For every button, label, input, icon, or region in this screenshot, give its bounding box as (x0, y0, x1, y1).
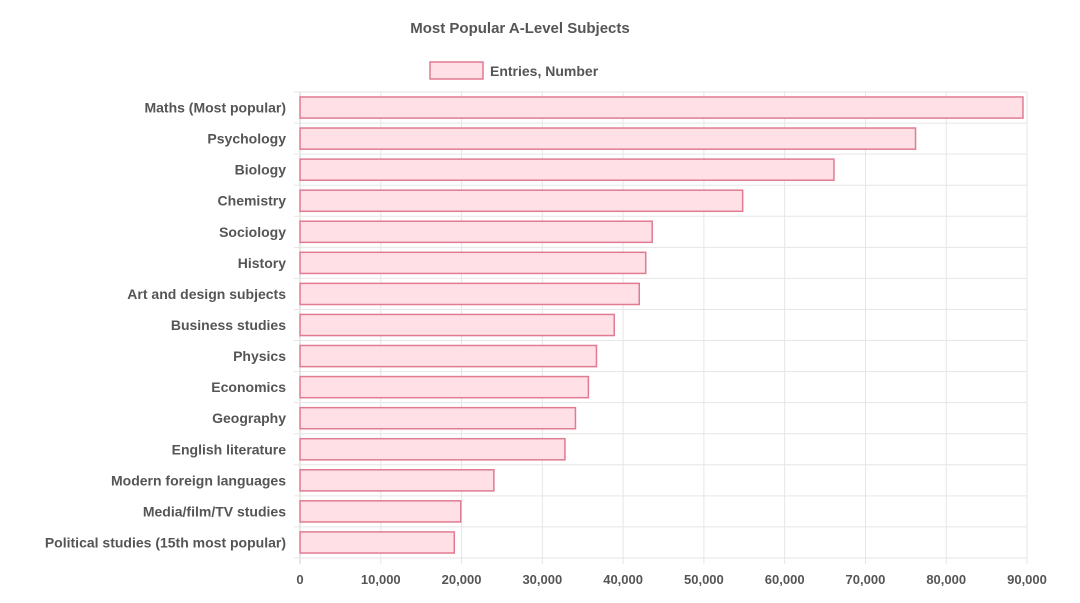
x-tick-label: 10,000 (361, 572, 401, 587)
category-label: Chemistry (218, 193, 287, 209)
bar[interactable] (299, 127, 917, 150)
bar[interactable] (299, 220, 653, 244)
x-tick-labels: 0 10,000 20,000 30,000 40,000 50,000 60,000 70,… (296, 572, 1047, 587)
bar[interactable] (299, 406, 577, 430)
category-label: Modern foreign languages (111, 472, 286, 488)
bar[interactable] (299, 189, 744, 213)
category-label: History (238, 255, 286, 271)
category-labels: Maths (Most popular) Psychology Biology Che… (45, 100, 286, 551)
category-label: Physics (233, 348, 286, 364)
category-label: Maths (Most popular) (144, 100, 286, 116)
category-label: Economics (211, 379, 286, 395)
x-tick-label: 60,000 (765, 572, 805, 587)
x-tick-label: 20,000 (442, 572, 482, 587)
category-label: Media/film/TV studies (143, 503, 286, 519)
legend[interactable]: Entries, Number (429, 61, 599, 80)
bar[interactable] (299, 437, 566, 461)
category-label: Political studies (15th most popular) (45, 534, 286, 550)
category-label: Psychology (207, 131, 286, 147)
category-label: Sociology (219, 224, 286, 240)
chart-title: Most Popular A-Level Subjects (410, 20, 630, 37)
category-label: Business studies (171, 317, 286, 333)
x-tick-label: 50,000 (684, 572, 724, 587)
category-label: Geography (212, 410, 286, 426)
legend-swatch (429, 61, 484, 80)
bar[interactable] (299, 375, 590, 399)
bar[interactable] (299, 344, 598, 368)
bar[interactable] (299, 282, 641, 306)
category-label: Biology (235, 162, 287, 178)
bar[interactable] (299, 96, 1024, 119)
category-label: Art and design subjects (127, 286, 286, 302)
x-tick-label: 70,000 (846, 572, 886, 587)
bar[interactable] (299, 500, 462, 523)
x-tick-label: 0 (296, 572, 303, 587)
bar[interactable] (299, 251, 647, 275)
bars (299, 96, 1024, 554)
x-tick-label: 30,000 (522, 572, 562, 587)
bar[interactable] (299, 531, 456, 554)
legend-label: Entries, Number (490, 63, 599, 79)
bar[interactable] (299, 469, 495, 492)
bar[interactable] (299, 158, 835, 181)
x-tick-label: 40,000 (603, 572, 643, 587)
category-label: English literature (172, 441, 287, 457)
x-tick-label: 90,000 (1007, 572, 1047, 587)
bar[interactable] (299, 313, 615, 337)
x-tick-label: 80,000 (926, 572, 966, 587)
